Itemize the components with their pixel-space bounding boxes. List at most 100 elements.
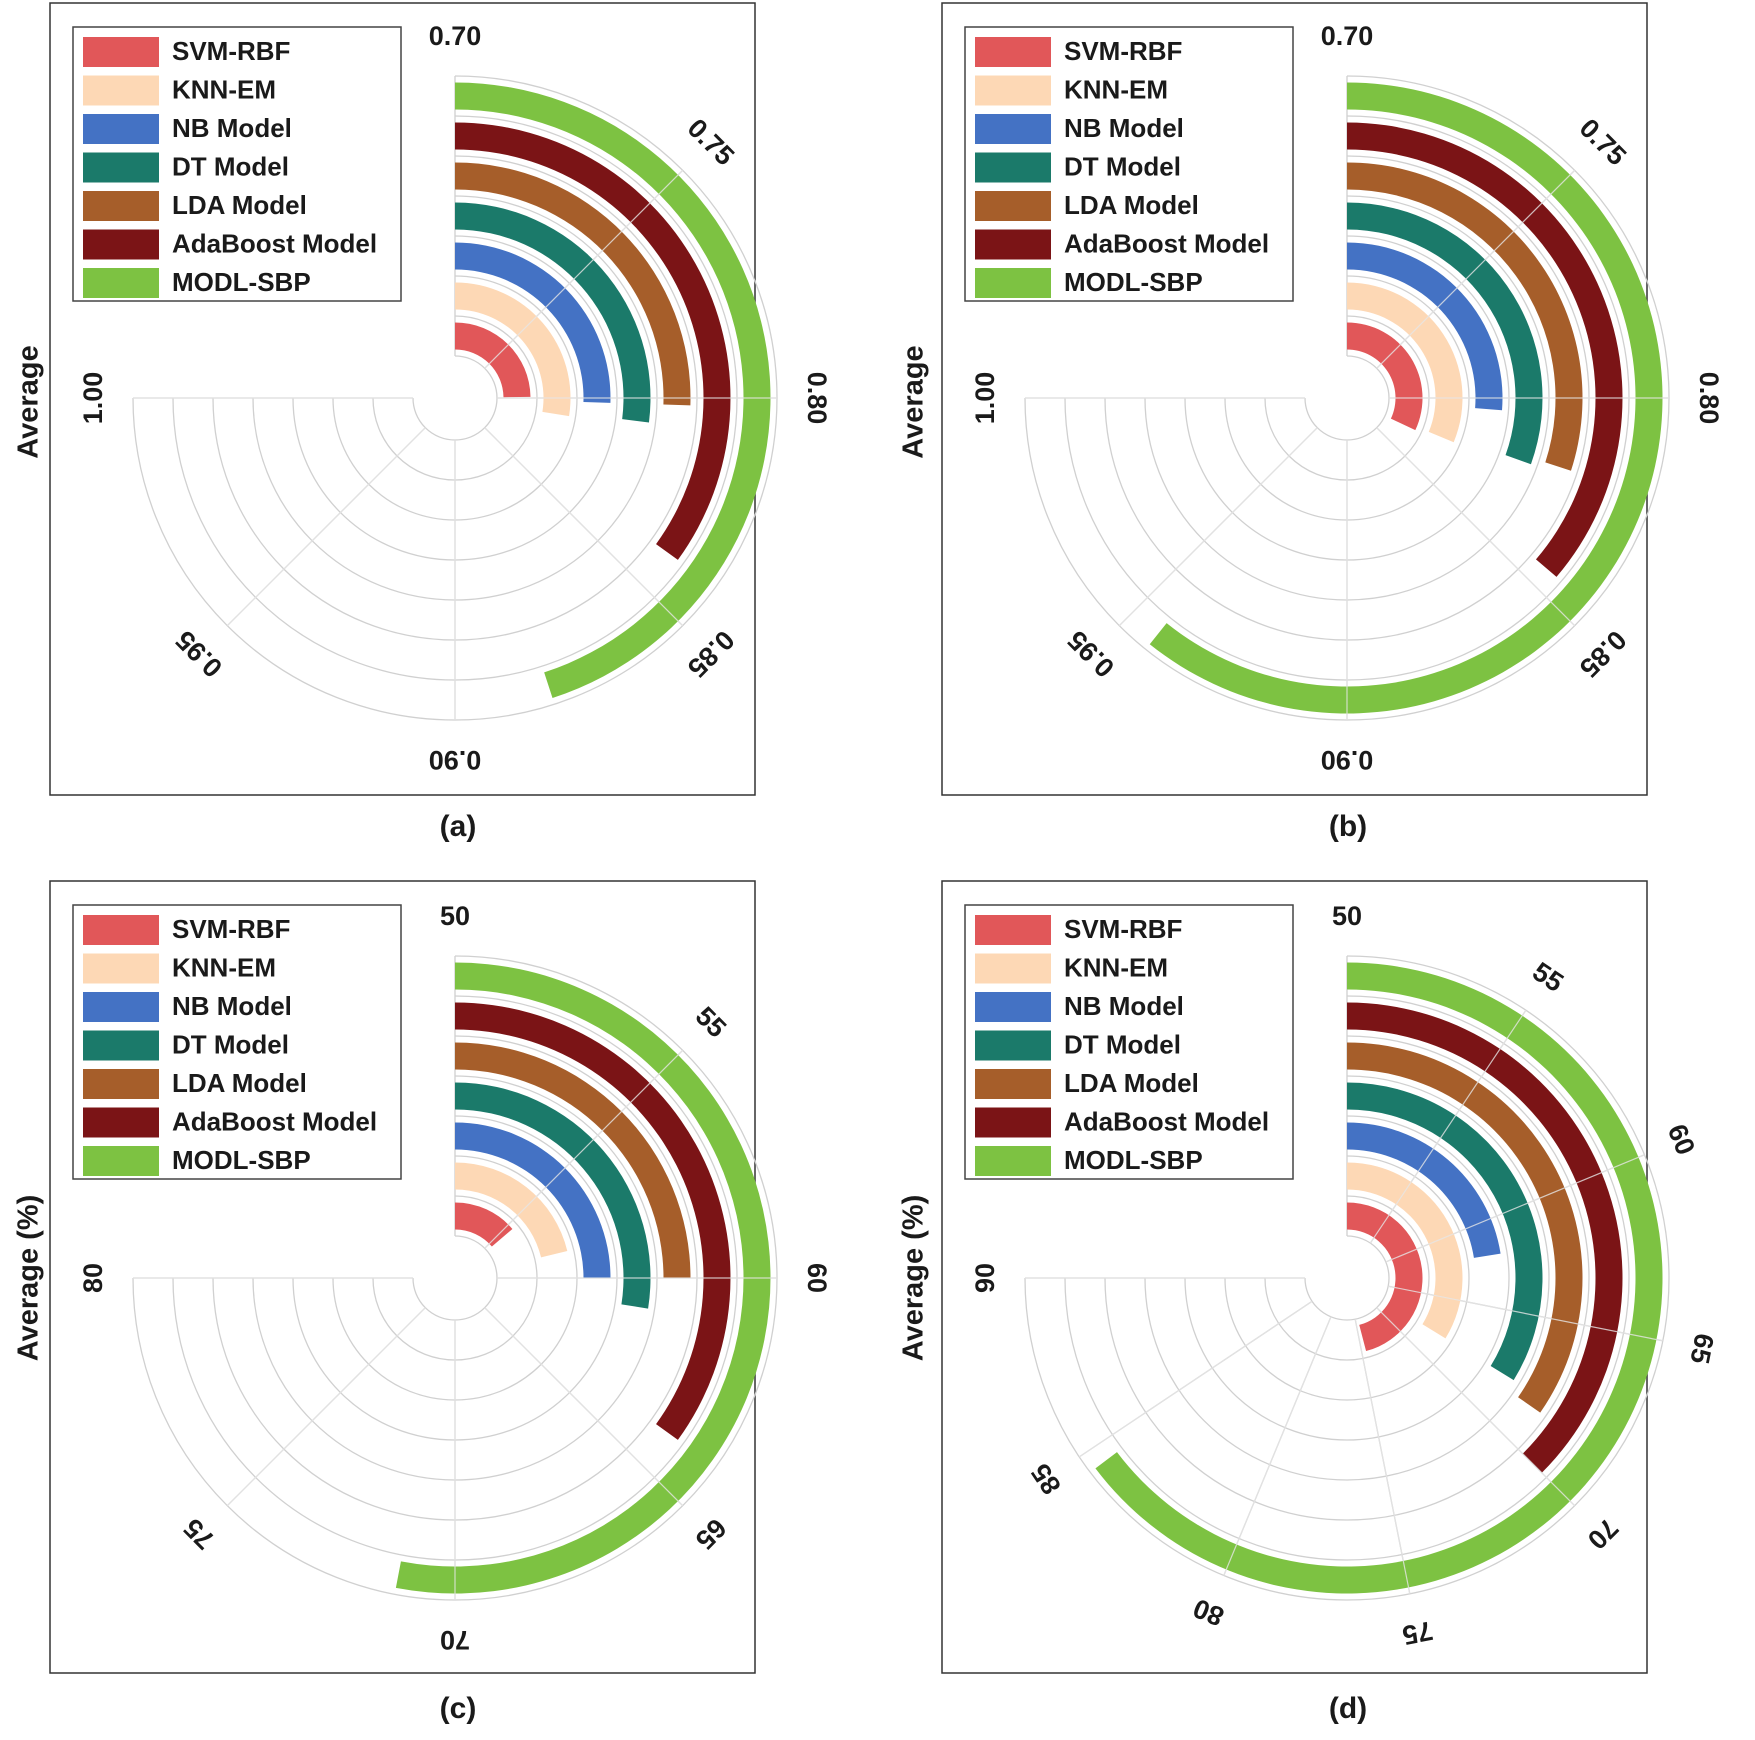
legend-label: SVM-RBF — [1064, 914, 1182, 944]
tick-label: 65 — [1684, 1331, 1719, 1366]
tick-label: 50 — [440, 901, 470, 931]
bar-dt-model — [455, 202, 651, 423]
grid-spoke-overlay — [1376, 427, 1576, 627]
grid-spoke-overlay — [1369, 1009, 1527, 1244]
chart-panel-b: 0.70 0.75 0.80 0.85 0.90 0.95 1.00 Average SVM-R… — [898, 2, 1724, 843]
legend-label: DT Model — [172, 151, 289, 181]
legend-swatch — [975, 75, 1051, 106]
legend-swatch — [83, 915, 159, 945]
tick-label: 0.80 — [1694, 372, 1724, 425]
radial-bars — [1149, 82, 1663, 714]
tick-label: 55 — [1527, 956, 1569, 998]
tick-label: 70 — [1582, 1513, 1624, 1555]
tick-label: 85 — [1025, 1458, 1067, 1500]
legend-swatch — [975, 268, 1051, 298]
legend-label: LDA Model — [1064, 1068, 1199, 1098]
y-axis-label: Average — [13, 345, 45, 458]
legend-swatch — [975, 1146, 1051, 1176]
legend-label: SVM-RBF — [172, 914, 290, 944]
grid-ring — [1304, 355, 1390, 441]
legend-swatch — [83, 75, 159, 106]
bar-lda-model — [455, 1042, 691, 1278]
bar-lda-model — [1347, 162, 1583, 471]
tick-label: 1.00 — [970, 372, 1000, 425]
legend-swatch — [975, 992, 1051, 1022]
y-axis-label: Average (%) — [13, 1195, 45, 1362]
legend-label: KNN-EM — [172, 74, 276, 104]
bar-dt-model — [455, 1082, 651, 1309]
legend-label: DT Model — [1064, 151, 1181, 181]
tick-label: 0.90 — [1321, 745, 1374, 775]
grid-ring — [412, 355, 498, 441]
legend-swatch — [83, 37, 159, 67]
tick-label: 65 — [690, 1513, 732, 1555]
legend-label: NB Model — [1064, 991, 1184, 1021]
legend-swatch — [975, 1030, 1051, 1061]
bar-adaboost-model — [1347, 1002, 1623, 1473]
tick-label: 55 — [690, 1001, 732, 1043]
legend-label: MODL-SBP — [172, 1145, 311, 1175]
legend-swatch — [975, 229, 1051, 260]
legend-swatch — [83, 191, 159, 221]
legend-label: DT Model — [172, 1029, 289, 1059]
legend-swatch — [83, 1030, 159, 1061]
legend-swatch — [83, 1069, 159, 1099]
chart-panel-d: 50 55 60 65 70 75 80 85 90 Average (%) SVM-RBF KNN-… — [898, 880, 1720, 1725]
legend-label: MODL-SBP — [172, 267, 311, 297]
legend: SVM-RBF KNN-EM NB Model DT Model LDA Model Ad… — [72, 26, 402, 302]
tick-label: 0.95 — [170, 625, 228, 683]
legend-label: SVM-RBF — [1064, 36, 1182, 66]
legend-swatch — [83, 1146, 159, 1176]
bar-adaboost-model — [1347, 122, 1623, 577]
grid-spoke-overlay — [226, 427, 426, 627]
legend-swatch — [975, 953, 1051, 984]
legend-swatch — [83, 152, 159, 183]
legend-swatch — [83, 114, 159, 144]
legend: SVM-RBF KNN-EM NB Model DT Model LDA Model Ad… — [964, 26, 1294, 302]
panel-label: (c) — [440, 1692, 477, 1725]
grid-spoke-overlay — [1223, 1316, 1332, 1576]
grid-spoke-overlay — [226, 1307, 426, 1507]
tick-label: 80 — [1189, 1593, 1228, 1632]
tick-label: 0.85 — [1574, 625, 1632, 683]
grid-spoke-overlay — [1376, 169, 1576, 369]
tick-label: 0.80 — [802, 372, 832, 425]
legend-label: LDA Model — [172, 190, 307, 220]
chart-panel-a: 0.70 0.75 0.80 0.85 0.90 0.95 1.00 Average SVM-R… — [13, 2, 832, 843]
radial-bars — [455, 82, 771, 699]
tick-label: 80 — [78, 1263, 108, 1293]
grid-ring — [412, 1235, 498, 1321]
bar-knn-em — [455, 1162, 568, 1258]
tick-label: 0.75 — [682, 113, 740, 171]
legend-swatch — [975, 1107, 1051, 1138]
legend-label: KNN-EM — [1064, 74, 1168, 104]
legend: SVM-RBF KNN-EM NB Model DT Model LDA Model Ad… — [964, 904, 1294, 1180]
legend-label: DT Model — [1064, 1029, 1181, 1059]
legend-swatch — [83, 1107, 159, 1138]
legend-swatch — [83, 992, 159, 1022]
grid-spoke-overlay — [484, 169, 684, 369]
bar-nb-model — [455, 1122, 611, 1278]
legend-label: LDA Model — [1064, 190, 1199, 220]
legend-label: NB Model — [172, 991, 292, 1021]
legend-label: AdaBoost Model — [172, 1106, 377, 1136]
tick-label: 0.70 — [1321, 21, 1374, 51]
y-axis-label: Average (%) — [898, 1195, 930, 1362]
legend-label: AdaBoost Model — [172, 228, 377, 258]
bar-svm-rbf — [1347, 1202, 1423, 1352]
bar-svm-rbf — [455, 1202, 513, 1247]
legend-swatch — [975, 915, 1051, 945]
legend-swatch — [83, 268, 159, 298]
tick-label: 0.90 — [429, 745, 482, 775]
tick-label: 75 — [178, 1513, 220, 1555]
legend-swatch — [83, 953, 159, 984]
grid-spoke-overlay — [484, 427, 684, 627]
panel-label: (b) — [1329, 810, 1367, 843]
tick-label: 0.95 — [1062, 625, 1120, 683]
bar-knn-em — [1347, 1162, 1463, 1339]
grid-spoke-overlay — [1078, 1300, 1313, 1458]
legend: SVM-RBF KNN-EM NB Model DT Model LDA Model Ad… — [72, 904, 402, 1180]
tick-label: 90 — [970, 1263, 1000, 1293]
legend-label: KNN-EM — [172, 952, 276, 982]
legend-label: AdaBoost Model — [1064, 228, 1269, 258]
